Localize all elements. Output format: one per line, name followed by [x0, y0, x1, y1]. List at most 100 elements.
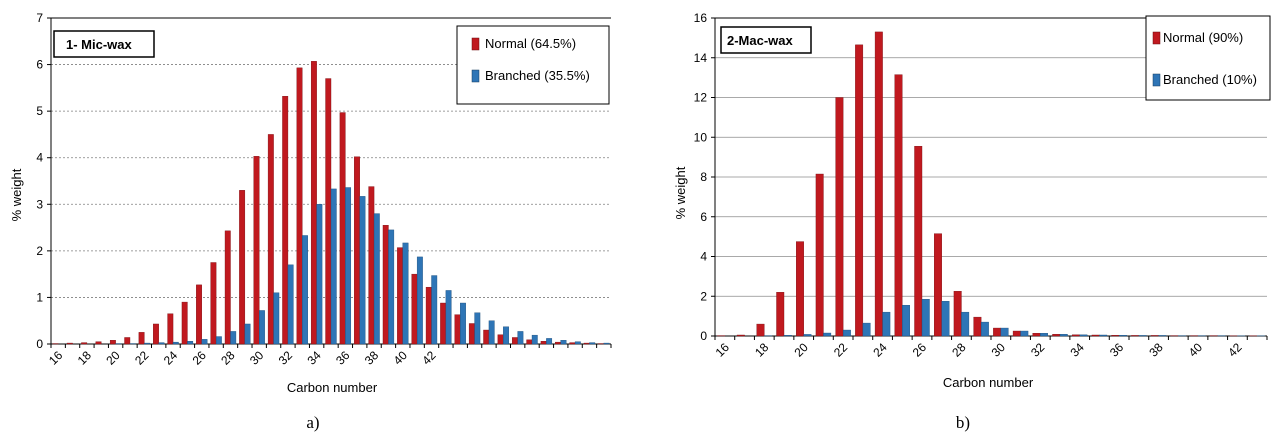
chart-a-bar-branched-44	[460, 302, 466, 345]
chart-a-bar-normal-37	[354, 156, 360, 345]
chart-b-bar-normal-18	[756, 323, 765, 337]
chart-b-xtick-label-38: 38	[1146, 340, 1166, 360]
chart-b-bar-branched-20	[803, 334, 812, 337]
chart-a-bar-branched-31	[273, 292, 280, 345]
chart-b-ytick-label-2: 4	[700, 250, 707, 264]
chart-a-bar-branched-30	[259, 310, 265, 345]
chart-b-bar-normal-35	[1091, 334, 1100, 337]
chart-b-legend-swatch-normal	[1152, 31, 1161, 45]
chart-a-bar-normal-51	[555, 341, 561, 345]
chart-a-bar-normal-45	[468, 323, 475, 345]
chart-a-bar-normal-18	[81, 342, 88, 345]
chart-b-xtick-label-26: 26	[910, 340, 930, 360]
chart-b-bar-branched-32	[1040, 333, 1048, 337]
chart-a-bar-branched-54	[603, 342, 610, 345]
chart-b-bar-branched-27	[941, 301, 950, 337]
chart-b-ytick-label-7: 14	[694, 51, 708, 65]
chart-a-bar-normal-43	[440, 302, 447, 345]
chart-b-xtick-label-28: 28	[949, 340, 969, 360]
chart-a-bar-normal-36	[339, 112, 346, 345]
chart-a-xtick-label-32: 32	[276, 348, 296, 368]
chart-b-ylabel: % weight	[673, 166, 688, 219]
chart-a-ytick-label-6: 6	[36, 58, 43, 72]
chart-a-bar-normal-30	[253, 156, 260, 345]
chart-b-xtick-label-30: 30	[989, 340, 1009, 360]
chart-a-xtick-label-20: 20	[103, 348, 123, 368]
chart-a-bar-branched-49	[531, 334, 538, 345]
chart-a-ytick-label-3: 3	[36, 197, 43, 211]
chart-a-bar-branched-38	[373, 213, 380, 345]
chart-a-bar-branched-45	[474, 312, 481, 345]
chart-b-bar-normal-31	[1012, 330, 1021, 337]
chart-a-legend: Normal (64.5%) Branched (35.5%)	[456, 25, 610, 105]
chart-b-xlabel: Carbon number	[943, 375, 1034, 390]
chart-b-bar-normal-30	[993, 327, 1002, 337]
chart-b-xtick-label-22: 22	[831, 340, 851, 360]
chart-b-bar-branched-26	[921, 299, 930, 337]
chart-a-bar-branched-25	[187, 341, 194, 345]
chart-a-bar-normal-21	[124, 337, 131, 345]
chart-a-xtick-label-42: 42	[419, 348, 439, 368]
chart-b-bar-branched-30	[1000, 327, 1009, 337]
chart-b-bar-branched-38	[1158, 335, 1167, 337]
chart-b-bar-normal-19	[776, 292, 785, 337]
chart-a-bar-normal-26	[196, 284, 202, 345]
chart-b-bar-branched-22	[842, 329, 851, 337]
chart-b-legend: Normal (90%) Branched (10%)	[1145, 15, 1271, 101]
chart-a-caption: a)	[306, 413, 319, 432]
chart-a-bar-normal-20	[109, 340, 116, 345]
chart-b-legend-swatch-branched	[1152, 73, 1161, 87]
chart-b-bar-normal-23	[855, 44, 864, 337]
chart-a-bar-normal-42	[425, 286, 432, 345]
chart-b-xtick-label-16: 16	[713, 340, 733, 360]
chart-a-xtick-label-18: 18	[75, 348, 95, 368]
chart-a-title-box: 1- Mic-wax	[53, 30, 155, 58]
chart-b-bar-branched-37	[1138, 335, 1147, 337]
chart-b-ytick-label-5: 10	[694, 130, 708, 144]
chart-a-legend-swatch-branched	[471, 69, 480, 83]
chart-b-bar-branched-19	[783, 335, 792, 337]
chart-a-bar-branched-43	[445, 290, 452, 345]
chart-a-bar-normal-39	[382, 225, 389, 345]
chart-a-bar-branched-33	[302, 235, 308, 345]
chart-a-bar-normal-40	[397, 247, 403, 345]
chart-b-bar-normal-27	[934, 233, 942, 337]
chart-b-bar-branched-33	[1059, 334, 1068, 337]
chart-b-xtick-label-40: 40	[1186, 340, 1206, 360]
chart-a-ylabel: % weight	[9, 168, 24, 221]
chart-b-bar-normal-38	[1150, 335, 1159, 337]
chart-a-bar-branched-51	[560, 340, 567, 345]
chart-a-bar-normal-48	[512, 337, 518, 345]
chart-a-ytick-label-7: 7	[36, 11, 43, 25]
chart-a-ytick-label-1: 1	[36, 290, 43, 304]
chart-a-bar-normal-22	[138, 332, 145, 345]
chart-a-xtick-label-40: 40	[391, 348, 411, 368]
chart-b-ytick-label-8: 16	[694, 11, 708, 25]
chart-a-bar-normal-46	[483, 329, 490, 345]
chart-a-bar-normal-38	[368, 186, 375, 345]
chart-b-bar-branched-36	[1118, 335, 1127, 337]
chart-a-bar-branched-37	[359, 196, 366, 345]
chart-a-bar-normal-49	[526, 339, 533, 345]
chart-a-xtick-label-34: 34	[304, 348, 324, 368]
chart-a-bar-branched-42	[431, 275, 438, 345]
chart-a-bar-branched-27	[215, 336, 222, 345]
chart-a-legend-branched: Branched (35.5%)	[485, 68, 590, 83]
chart-a-legend-normal: Normal (64.5%)	[485, 36, 576, 51]
chart-a-bar-normal-17	[66, 342, 73, 345]
chart-b-bar-branched-31	[1020, 330, 1029, 337]
chart-b-bar-branched-21	[823, 332, 832, 337]
chart-a-bar-branched-34	[316, 204, 323, 345]
chart-a-bar-normal-44	[454, 314, 461, 345]
chart-b-bar-normal-26	[914, 145, 923, 337]
chart-a-bar-normal-33	[296, 67, 303, 345]
chart-b-bar-normal-28	[953, 291, 962, 337]
chart-b-title-box: 2-Mac-wax	[720, 26, 812, 54]
chart-a-xtick-label-38: 38	[362, 348, 382, 368]
chart-a-xtick-label-24: 24	[161, 348, 181, 368]
chart-b-bar-normal-25	[894, 74, 903, 337]
chart-a-bar-branched-24	[172, 341, 179, 345]
chart-b-ytick-label-1: 2	[700, 289, 707, 303]
chart-b-xtick-label-34: 34	[1067, 340, 1087, 360]
